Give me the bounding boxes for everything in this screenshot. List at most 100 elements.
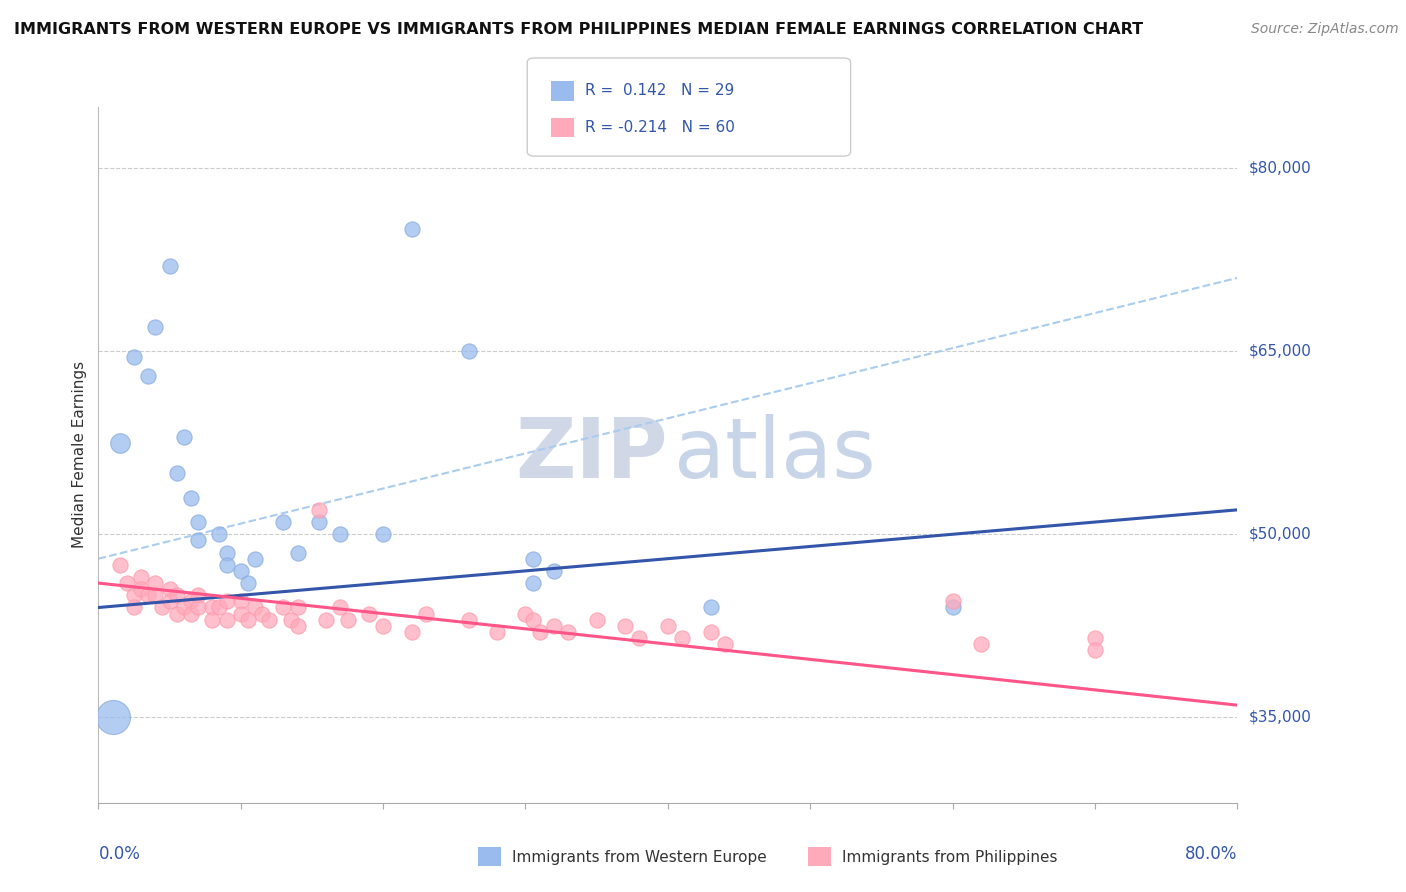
Point <box>187 600 209 615</box>
Point <box>457 613 479 627</box>
Point <box>329 527 352 541</box>
Point <box>152 600 174 615</box>
Text: R =  0.142   N = 29: R = 0.142 N = 29 <box>585 84 734 98</box>
Point <box>273 515 295 529</box>
Point <box>101 710 124 724</box>
Point <box>229 607 252 621</box>
Point <box>145 588 167 602</box>
Point <box>215 613 238 627</box>
Point <box>187 515 209 529</box>
Point <box>122 600 145 615</box>
Text: atlas: atlas <box>673 415 876 495</box>
Point <box>166 588 188 602</box>
Point <box>166 467 188 481</box>
Point <box>129 582 152 597</box>
Point <box>273 600 295 615</box>
Text: 0.0%: 0.0% <box>98 845 141 863</box>
Point <box>159 582 181 597</box>
Point <box>486 624 509 639</box>
Point <box>942 594 965 608</box>
Text: Source: ZipAtlas.com: Source: ZipAtlas.com <box>1251 22 1399 37</box>
Point <box>671 631 693 645</box>
Point <box>215 545 238 559</box>
Point <box>515 607 537 621</box>
Point <box>714 637 737 651</box>
Point <box>108 558 131 572</box>
Point <box>180 607 202 621</box>
Point <box>457 344 479 359</box>
Point <box>229 564 252 578</box>
Point <box>259 613 281 627</box>
Point <box>173 600 195 615</box>
Point <box>401 624 423 639</box>
Text: R = -0.214   N = 60: R = -0.214 N = 60 <box>585 120 735 135</box>
Point <box>236 613 259 627</box>
Point <box>329 600 352 615</box>
Point <box>308 515 330 529</box>
Y-axis label: Median Female Earnings: Median Female Earnings <box>72 361 87 549</box>
Point <box>108 435 131 450</box>
Point <box>145 319 167 334</box>
Point <box>180 491 202 505</box>
Point <box>159 594 181 608</box>
Point <box>166 607 188 621</box>
Point <box>357 607 380 621</box>
Point <box>336 613 359 627</box>
Point <box>699 624 721 639</box>
Point <box>529 624 551 639</box>
Point <box>229 594 252 608</box>
Point <box>315 613 337 627</box>
Point <box>201 600 224 615</box>
Point <box>280 613 302 627</box>
Point <box>657 619 679 633</box>
Point <box>373 619 395 633</box>
Point <box>699 600 721 615</box>
Text: $80,000: $80,000 <box>1249 161 1312 176</box>
Point <box>243 551 266 566</box>
Point <box>373 527 395 541</box>
Point <box>543 564 565 578</box>
Point <box>136 588 159 602</box>
Text: $35,000: $35,000 <box>1249 710 1312 725</box>
Text: Immigrants from Western Europe: Immigrants from Western Europe <box>512 850 766 864</box>
Point <box>942 600 965 615</box>
Point <box>159 259 181 273</box>
Point <box>243 600 266 615</box>
Point <box>401 222 423 236</box>
Point <box>287 619 309 633</box>
Point <box>1084 631 1107 645</box>
Point <box>628 631 651 645</box>
Point <box>173 429 195 443</box>
Point <box>215 558 238 572</box>
Point <box>287 600 309 615</box>
Point <box>122 588 145 602</box>
Text: 80.0%: 80.0% <box>1185 845 1237 863</box>
Point <box>415 607 437 621</box>
Point <box>287 545 309 559</box>
Point <box>208 600 231 615</box>
Point <box>970 637 993 651</box>
Point <box>250 607 273 621</box>
Point <box>614 619 637 633</box>
Point <box>208 527 231 541</box>
Point <box>122 351 145 365</box>
Point <box>236 576 259 591</box>
Point <box>136 368 159 383</box>
Text: $65,000: $65,000 <box>1249 343 1312 359</box>
Point <box>585 613 607 627</box>
Point <box>522 551 544 566</box>
Text: ZIP: ZIP <box>516 415 668 495</box>
Point <box>145 576 167 591</box>
Point <box>522 613 544 627</box>
Point <box>215 594 238 608</box>
Point <box>187 588 209 602</box>
Point <box>308 503 330 517</box>
Point <box>187 533 209 548</box>
Text: IMMIGRANTS FROM WESTERN EUROPE VS IMMIGRANTS FROM PHILIPPINES MEDIAN FEMALE EARN: IMMIGRANTS FROM WESTERN EUROPE VS IMMIGR… <box>14 22 1143 37</box>
Point <box>180 594 202 608</box>
Point <box>1084 643 1107 657</box>
Point <box>201 613 224 627</box>
Text: $50,000: $50,000 <box>1249 527 1312 541</box>
Point <box>522 576 544 591</box>
Point <box>557 624 579 639</box>
